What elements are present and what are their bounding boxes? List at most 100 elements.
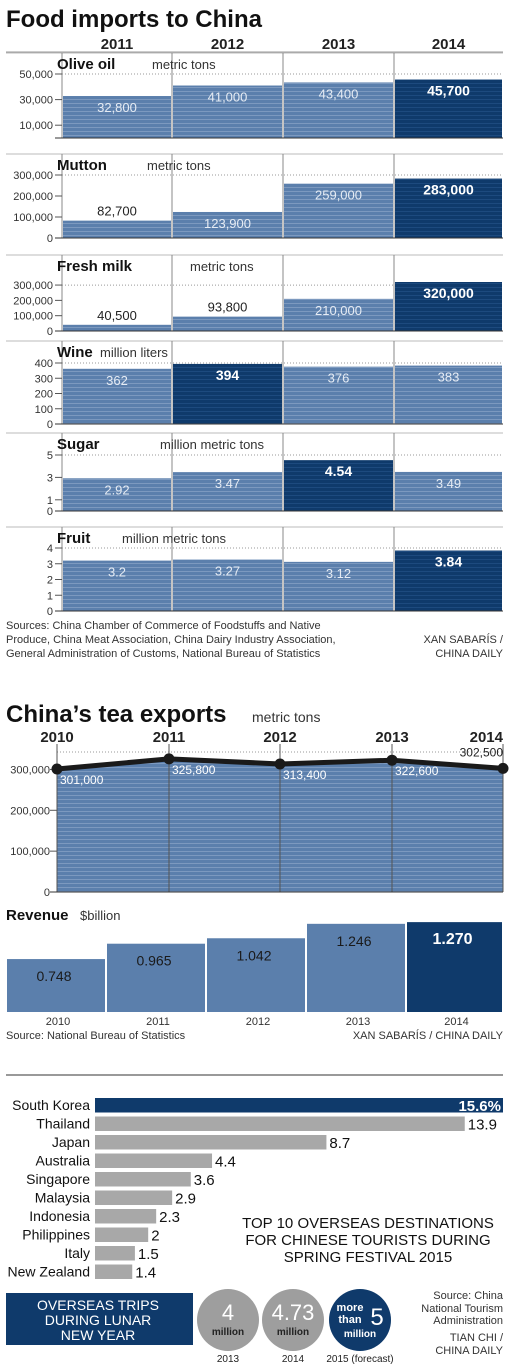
tea-year-2011: 2011 [153,729,186,746]
wine-y-tick-label: 200 [35,389,53,401]
sugar-unit: million metric tons [160,437,265,452]
fresh-milk-y-tick-label: 200,000 [13,295,53,307]
olive-oil-bar-label-2012: 41,000 [208,90,248,105]
fruit-bar-2014 [395,550,502,611]
sugar-y-tick-label: 1 [47,495,53,507]
sugar-bar-label-2014: 3.49 [436,476,461,491]
sugar-bar-2011 [63,478,171,511]
destination-value-thailand: 13.9 [468,1117,497,1134]
tea-exports-chart: 2010 2011 2012 2013 2014 0 100,000 200,000 300,0… [10,729,509,899]
olive-oil-bar-2013 [284,82,393,138]
panel-sugar: Sugar million metric tons 01 3 5 2.92 3.47 4.54… [6,432,503,518]
revenue-year-2014: 2014 [444,1016,468,1028]
sugar-bar-label-2011: 2.92 [104,482,129,497]
sugar-bar-2012 [173,472,282,511]
tea-credit: XAN SABARÍS / CHINA DAILY [353,1029,504,1042]
mutton-bar-2014 [395,178,502,238]
olive-oil-bar-2011 [63,96,171,138]
sugar-y-tick-label: 3 [47,472,53,484]
revenue-title: Revenue [6,907,69,924]
fruit-unit: million metric tons [122,531,227,546]
revenue-year-2013: 2013 [346,1016,370,1028]
sugar-bar-label-2012: 3.47 [215,476,240,491]
olive-oil-y-tick-label: 30,000 [19,95,53,107]
destination-value-indonesia: 2.3 [159,1209,180,1226]
fresh-milk-unit: metric tons [190,259,254,274]
wine-bar-label-2013: 376 [328,371,350,386]
destination-value-south-korea: 15.6% [458,1098,501,1115]
destination-bar-malaysia [95,1190,173,1205]
tea-y-tick-label: 300,000 [10,764,50,776]
fresh-milk-y-tick-label: 0 [47,326,53,338]
destination-value-singapore: 3.6 [194,1172,215,1189]
trip-circle-year-2013: 2013 [217,1354,240,1365]
olive-oil-bar-label-2013: 43,400 [319,86,359,101]
tea-point-2013 [386,754,398,766]
mutton-y-tick-label: 200,000 [13,191,53,203]
wine-bar-2011 [63,368,171,424]
tea-label-2014: 302,500 [460,745,504,759]
destination-bar-italy [95,1246,135,1261]
trips-title-line-2: DURING LUNAR [45,1312,152,1328]
fruit-bar-label-2012: 3.27 [215,563,240,578]
mutton-bar-2013 [284,183,393,238]
wine-bar-2012 [173,363,282,424]
sugar-y-tick-label: 5 [47,450,53,462]
tourism-credit-line-1: TIAN CHI / [450,1332,504,1344]
tea-year-2014: 2014 [470,729,504,746]
fresh-milk-y-tick-label: 300,000 [13,280,53,292]
mutton-y-tick-label: 300,000 [13,170,53,182]
trip-circle-2013 [197,1289,259,1351]
olive-oil-y-tick-label: 10,000 [19,120,53,132]
destination-value-australia: 4.4 [215,1154,236,1171]
tea-year-2012: 2012 [263,729,296,746]
mutton-bar-2011 [63,220,171,238]
fresh-milk-bar-label-2012: 93,800 [208,300,248,315]
mutton-bar-label-2013: 259,000 [315,188,362,203]
destination-bar-new-zealand [95,1264,133,1279]
destination-value-new-zealand: 1.4 [135,1265,156,1282]
fresh-milk-bar-label-2013: 210,000 [315,303,362,318]
year-header-2011: 2011 [101,36,134,53]
fruit-title: Fruit [57,530,90,547]
destination-name-japan: Japan [52,1134,90,1150]
food-sources-line-2: Produce, China Meat Association, China D… [6,634,336,646]
fresh-milk-y-tick-label: 100,000 [13,311,53,323]
trips-title-line-1: OVERSEAS TRIPS [37,1297,159,1313]
tea-y-tick-label: 100,000 [10,846,50,858]
trip-circle-value-2013: 4 [222,1300,234,1325]
tourism-source-line-3: Administration [433,1315,503,1327]
fresh-milk-bar-2013 [284,298,393,331]
mutton-bar-label-2012: 123,900 [204,216,251,231]
tea-unit: metric tons [252,709,320,725]
destination-value-japan: 8.7 [329,1135,350,1152]
revenue-bar-2010 [7,959,105,1012]
revenue-label-2010: 0.748 [36,968,71,984]
destination-bar-japan [95,1135,327,1150]
revenue-bar-2013 [307,923,405,1012]
revenue-bar-2012 [207,938,305,1012]
trip-circle-2015 [329,1289,391,1351]
trip-circle-2014 [262,1289,324,1351]
trip-circle-prefix-line-1: more [337,1302,364,1314]
revenue-label-2013: 1.246 [336,933,371,949]
fruit-bar-2013 [284,561,393,611]
tourism-destinations-chart: South Korea 15.6% Thailand 13.9 Japan 8.7 Aust… [8,1097,503,1282]
fresh-milk-bar-label-2014: 320,000 [423,285,474,301]
tourism-credit-line-2: CHINA DAILY [435,1345,503,1357]
food-sources-line-1: Sources: China Chamber of Commerce of Fo… [6,620,321,632]
olive-oil-bar-label-2011: 32,800 [97,100,137,115]
revenue-year-2010: 2010 [46,1016,70,1028]
sugar-y-tick-label: 0 [47,506,53,518]
trip-circle-year-2014: 2014 [282,1354,305,1365]
revenue-year-2011: 2011 [146,1016,170,1028]
trip-circle-value-2014: 4.73 [272,1300,315,1325]
fruit-y-tick-label: 1 [47,590,53,602]
tea-point-2014 [497,762,509,774]
olive-oil-y-tick-label: 50,000 [19,69,53,81]
wine-bar-label-2012: 394 [216,367,240,383]
tourism-caption-line-3: SPRING FESTIVAL 2015 [284,1249,452,1266]
mutton-y-tick-label: 0 [47,233,53,245]
